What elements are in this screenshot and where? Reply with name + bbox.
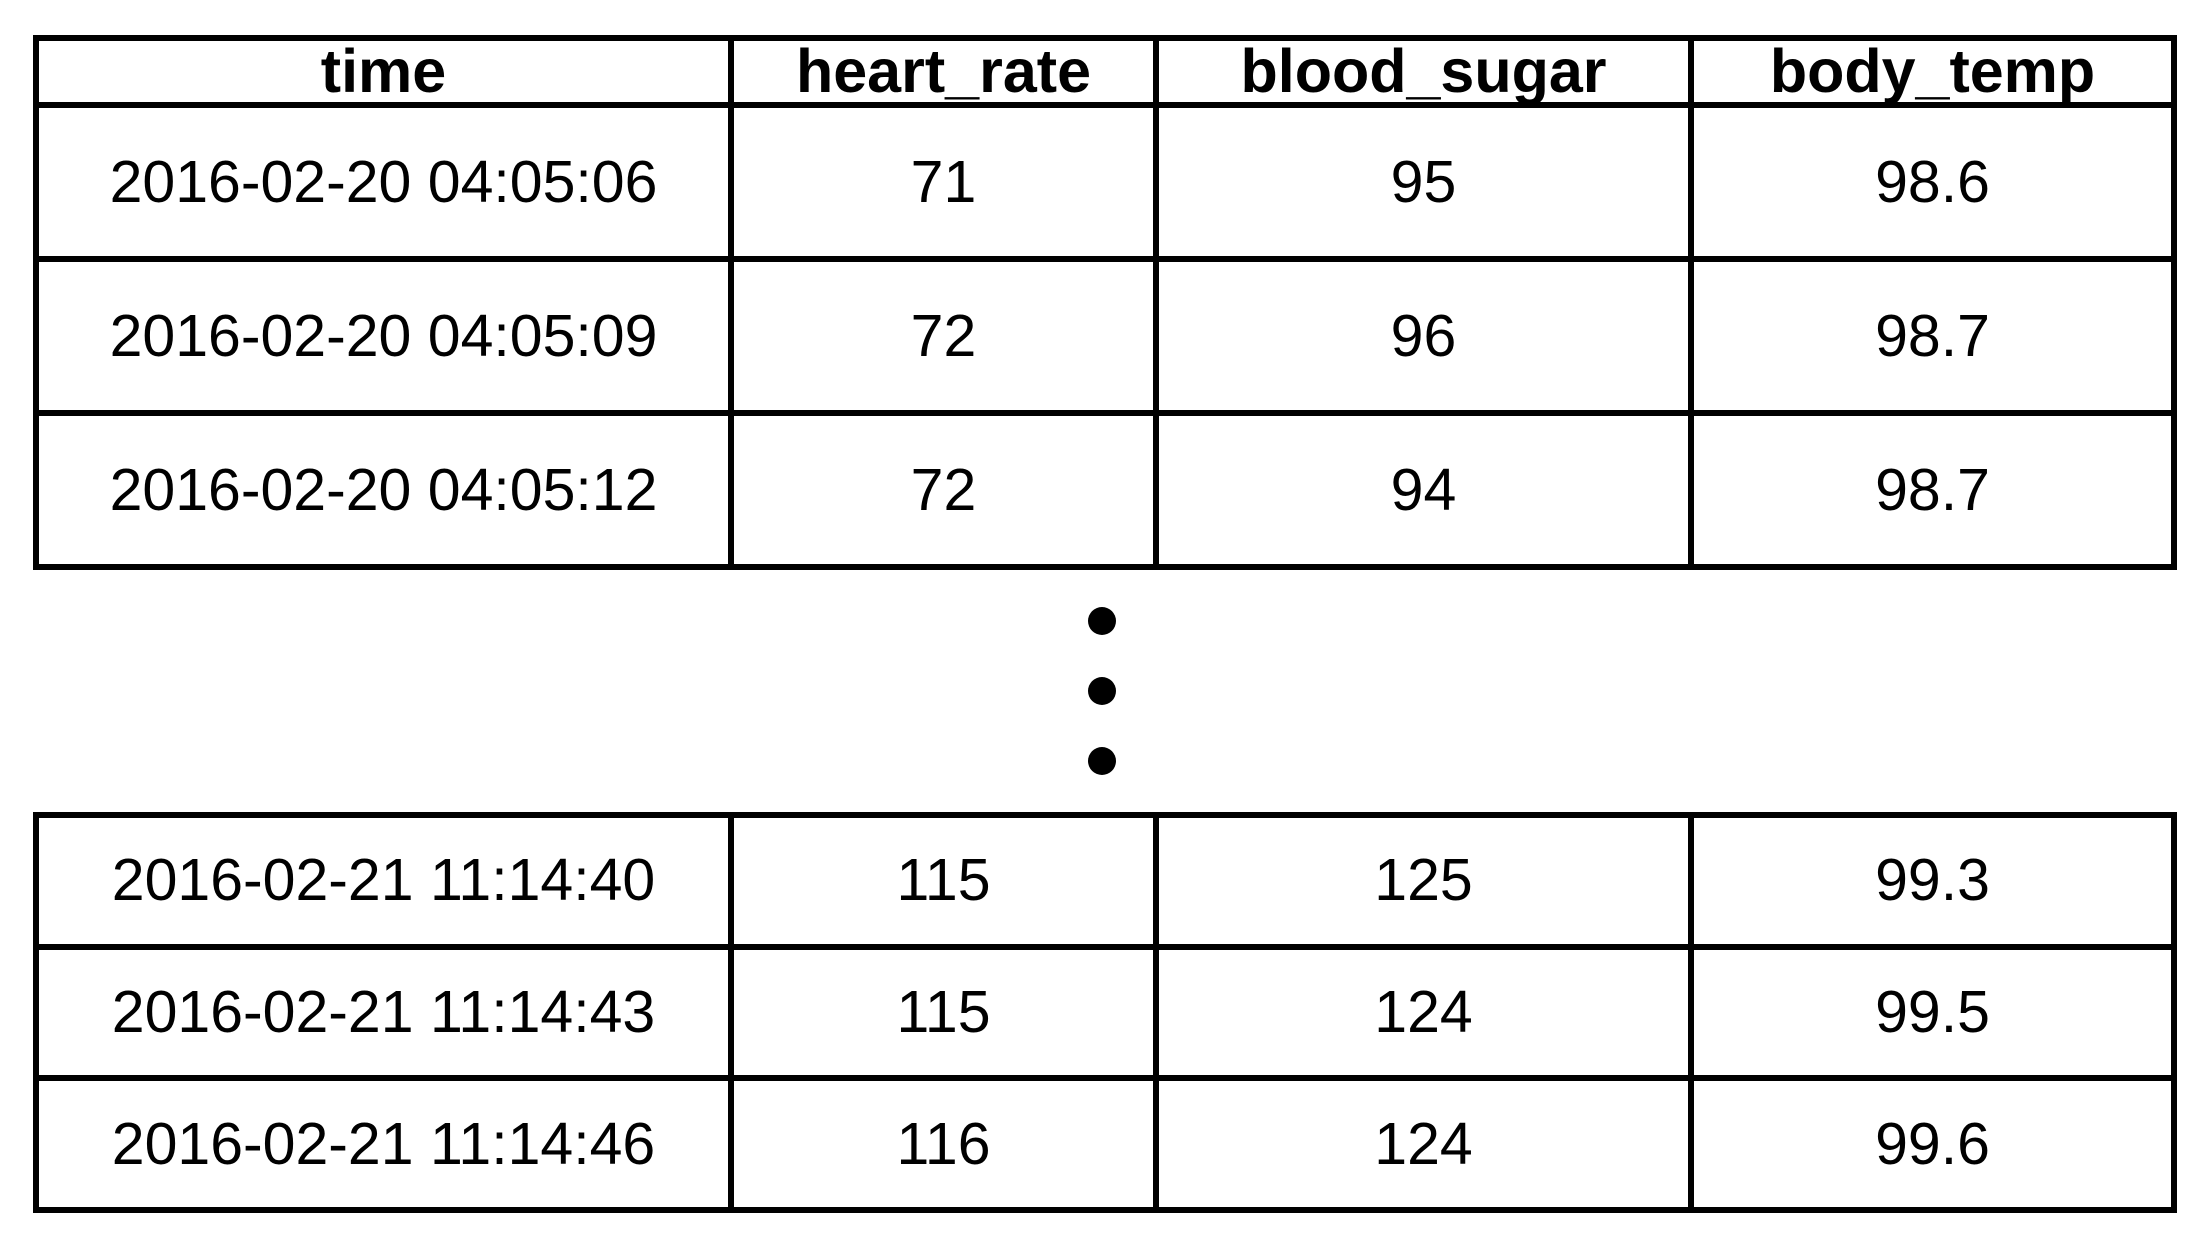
table-body-bottom: 2016-02-21 11:14:40 115 125 99.3 2016-02-21 … <box>33 812 2177 1213</box>
vertical-ellipsis-icon <box>1088 747 1116 775</box>
cell-body_temp: 98.7 <box>1688 256 2177 416</box>
column-header-body-temp: body_temp <box>1688 35 2177 108</box>
cell-time: 2016-02-20 04:05:12 <box>33 410 734 570</box>
column-header-time: time <box>33 35 734 108</box>
cell-blood_sugar: 124 <box>1153 943 1694 1082</box>
table-row: 2016-02-21 11:14:43 115 124 99.5 <box>33 943 2177 1082</box>
cell-time: 2016-02-21 11:14:40 <box>33 812 734 950</box>
table-row: 2016-02-21 11:14:40 115 125 99.3 <box>33 812 2177 950</box>
cell-body_temp: 99.3 <box>1688 812 2177 950</box>
sensor-readings-table-top: time heart_rate blood_sugar body_temp 20… <box>33 35 2177 570</box>
table-body-top: 2016-02-20 04:05:06 71 95 98.6 2016-02-20 04… <box>33 102 2177 570</box>
column-header-blood-sugar: blood_sugar <box>1153 35 1694 108</box>
cell-body_temp: 99.5 <box>1688 943 2177 1082</box>
cell-body_temp: 99.6 <box>1688 1075 2177 1213</box>
sensor-readings-table-bottom: 2016-02-21 11:14:40 115 125 99.3 2016-02-21 … <box>33 812 2177 1213</box>
cell-heart_rate: 116 <box>728 1075 1159 1213</box>
table-row: 2016-02-20 04:05:09 72 96 98.7 <box>33 256 2177 416</box>
cell-heart_rate: 115 <box>728 812 1159 950</box>
cell-body_temp: 98.7 <box>1688 410 2177 570</box>
table-row: 2016-02-20 04:05:12 72 94 98.7 <box>33 410 2177 570</box>
table-header: time heart_rate blood_sugar body_temp <box>33 35 2177 108</box>
table-row: 2016-02-20 04:05:06 71 95 98.6 <box>33 102 2177 262</box>
header-row: time heart_rate blood_sugar body_temp <box>33 35 2177 108</box>
cell-body_temp: 98.6 <box>1688 102 2177 262</box>
vertical-ellipsis-icon <box>1088 607 1116 635</box>
cell-blood_sugar: 96 <box>1153 256 1694 416</box>
cell-heart_rate: 115 <box>728 943 1159 1082</box>
table-row: 2016-02-21 11:14:46 116 124 99.6 <box>33 1075 2177 1213</box>
cell-blood_sugar: 95 <box>1153 102 1694 262</box>
cell-heart_rate: 71 <box>728 102 1159 262</box>
cell-blood_sugar: 94 <box>1153 410 1694 570</box>
vertical-ellipsis-icon <box>1088 677 1116 705</box>
cell-time: 2016-02-21 11:14:46 <box>33 1075 734 1213</box>
cell-heart_rate: 72 <box>728 256 1159 416</box>
cell-time: 2016-02-20 04:05:09 <box>33 256 734 416</box>
cell-time: 2016-02-20 04:05:06 <box>33 102 734 262</box>
rows-omitted-gap <box>33 570 2171 812</box>
cell-time: 2016-02-21 11:14:43 <box>33 943 734 1082</box>
column-header-heart-rate: heart_rate <box>728 35 1159 108</box>
cell-heart_rate: 72 <box>728 410 1159 570</box>
cell-blood_sugar: 124 <box>1153 1075 1694 1213</box>
cell-blood_sugar: 125 <box>1153 812 1694 950</box>
